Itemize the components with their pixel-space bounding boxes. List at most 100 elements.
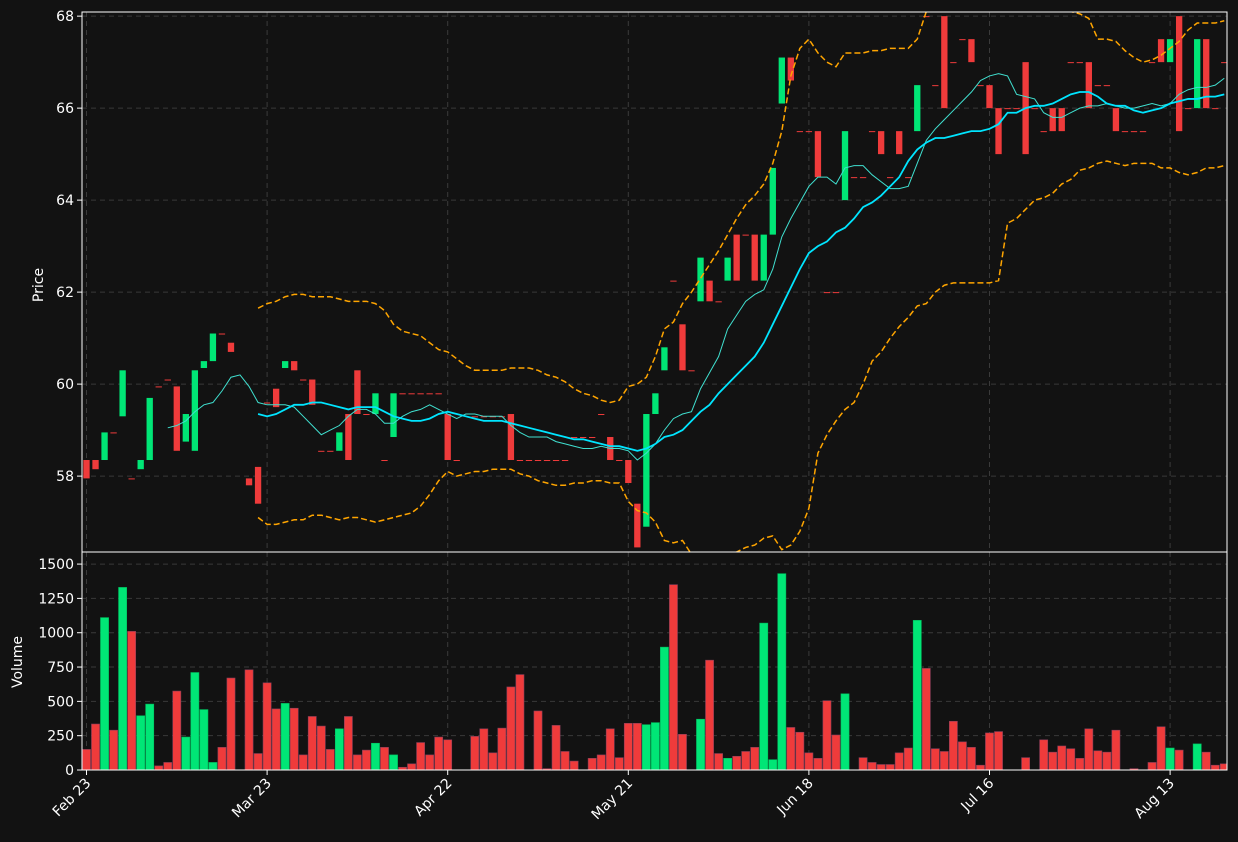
candle [715, 301, 722, 303]
volume-bar [777, 573, 787, 770]
volume-bar [930, 748, 940, 770]
candle [932, 85, 939, 87]
volume-bar [669, 584, 678, 770]
candle [579, 437, 587, 439]
y-tick-label: 60 [56, 377, 74, 393]
volume-bar [813, 758, 823, 770]
indicator-line [257, 160, 1225, 552]
volume-tick-label: 1000 [38, 626, 74, 642]
candle [1085, 62, 1092, 109]
volume-bar [759, 622, 769, 770]
volume-bar [623, 723, 633, 770]
candle [1221, 62, 1227, 64]
candle [525, 460, 533, 462]
candle [399, 393, 406, 395]
candle [751, 234, 758, 281]
volume-bar [172, 690, 182, 770]
volume-bar [353, 754, 362, 770]
volume-bar [921, 668, 931, 770]
candle [643, 414, 650, 527]
indicator-line [257, 91, 1225, 452]
candle [1194, 39, 1201, 109]
candle [905, 177, 912, 179]
volume-bar [1210, 764, 1220, 770]
candle [372, 393, 379, 415]
candle [164, 379, 171, 381]
candle [1175, 16, 1183, 132]
volume-bar [714, 753, 723, 770]
volume-bar [118, 587, 127, 770]
volume-bar [109, 729, 118, 770]
candle [1058, 108, 1065, 132]
candle [173, 386, 180, 451]
volume-bar [100, 617, 109, 770]
volume-bar [551, 725, 561, 770]
candle [417, 393, 424, 395]
candle [390, 393, 397, 438]
volume-bar [262, 682, 272, 770]
candle [155, 386, 162, 388]
candle [1148, 62, 1156, 64]
y-tick-label: 68 [56, 9, 74, 25]
candle [616, 460, 623, 462]
volume-bar [434, 736, 444, 770]
volume-bar [136, 715, 146, 770]
candle [263, 402, 271, 404]
candle [814, 131, 822, 178]
candle [941, 16, 948, 109]
volume-bar [389, 754, 398, 770]
volume-bar [425, 754, 435, 770]
candle [254, 466, 262, 504]
candle [281, 361, 289, 369]
y-tick-label: 66 [56, 101, 74, 117]
candle [1004, 108, 1011, 110]
volume-bar [181, 736, 191, 770]
candle [182, 414, 189, 442]
candle [841, 131, 849, 201]
candle [336, 432, 343, 451]
candle [652, 393, 659, 415]
price-frame [81, 11, 1228, 553]
x-tick-label: Jul 16 [958, 775, 998, 815]
candle [480, 416, 487, 418]
candle [733, 234, 740, 281]
candle [625, 460, 632, 484]
candle [877, 131, 885, 155]
price-panel [83, 12, 1227, 552]
volume-bar [939, 751, 949, 770]
candle [589, 437, 596, 439]
candle [769, 167, 776, 235]
candle [318, 450, 325, 452]
volume-bar [912, 620, 922, 770]
candle [1103, 85, 1111, 87]
volume-bar [822, 700, 832, 770]
candle [110, 432, 117, 434]
volume-bar [307, 716, 317, 770]
candle [1094, 85, 1102, 87]
volume-bar [858, 757, 868, 770]
candle [1013, 108, 1020, 110]
volume-bar [994, 731, 1003, 770]
candle [453, 460, 460, 462]
volume-bar [1075, 758, 1085, 770]
x-tick-label: Jun 18 [773, 776, 816, 819]
candle [706, 280, 713, 302]
indicator-line [257, 12, 1225, 404]
volume-bar [768, 759, 778, 770]
candle [724, 257, 731, 281]
volume-bar [244, 669, 254, 770]
candle [444, 414, 451, 461]
candle [191, 370, 199, 451]
candle [426, 393, 433, 395]
candle [327, 450, 334, 452]
volume-bar [958, 741, 967, 770]
x-tick-label: Apr 22 [411, 776, 455, 820]
candle [661, 347, 668, 371]
candle [1139, 131, 1147, 133]
volume-bar [1021, 757, 1030, 770]
volume-bar [786, 727, 796, 770]
candle [823, 292, 831, 294]
volume-bar [226, 677, 236, 770]
volume-bar [325, 749, 335, 770]
